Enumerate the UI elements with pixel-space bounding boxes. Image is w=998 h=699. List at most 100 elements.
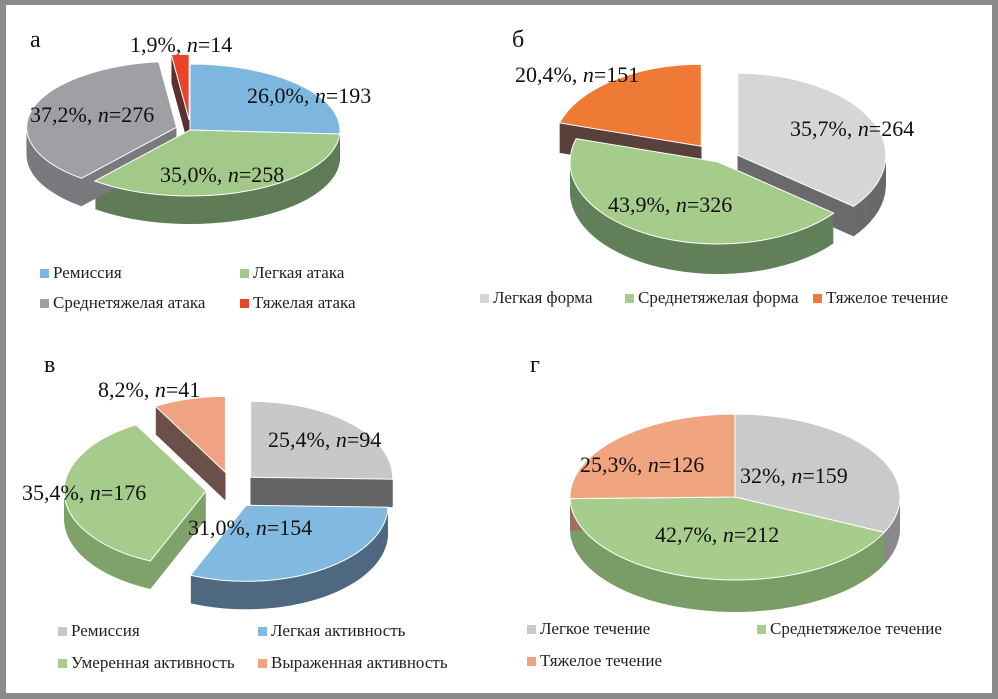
- data-label-n-symbol: n: [187, 32, 198, 57]
- data-label-count: 276: [121, 102, 154, 127]
- pie-1-slice-1: [569, 138, 835, 245]
- data-label-equals: =: [166, 377, 178, 402]
- legend-2-item-2: Умеренная активность: [58, 653, 235, 673]
- legend-0-item-3: Тяжелая атака: [240, 293, 356, 313]
- data-label-separator: ,: [780, 463, 791, 488]
- data-label-count: 326: [699, 192, 732, 217]
- legend-label: Выраженная активность: [271, 653, 448, 672]
- data-label-percent: 31,0%: [188, 515, 245, 540]
- data-label-count: 212: [746, 522, 779, 547]
- pie-0-slice-3: [170, 53, 190, 121]
- pie-1: [558, 63, 887, 274]
- data-label-percent: 35,0%: [160, 162, 217, 187]
- legend-label: Тяжелое течение: [540, 651, 662, 670]
- data-label-separator: ,: [325, 427, 336, 452]
- pie-1-data-label-0: 35,7%, n=264: [790, 116, 914, 141]
- pie-1-data-label-2: 20,4%, n=151: [515, 62, 639, 87]
- data-label-count: 94: [359, 427, 381, 452]
- data-label-separator: ,: [572, 62, 583, 87]
- data-label-equals: =: [101, 480, 113, 505]
- legend-0-item-2: Среднетяжелая атака: [40, 293, 205, 313]
- data-label-percent: 1,9%: [130, 32, 176, 57]
- legend-0-item-0: Ремиссия: [40, 263, 122, 283]
- data-label-count: 193: [338, 83, 371, 108]
- panel-label-b: б: [512, 27, 524, 53]
- legend-label: Умеренная активность: [71, 653, 235, 672]
- data-label-percent: 42,7%: [655, 522, 712, 547]
- data-label-equals: =: [802, 463, 814, 488]
- data-label-equals: =: [734, 522, 746, 547]
- legend-swatch: [757, 624, 766, 634]
- data-label-separator: ,: [304, 83, 315, 108]
- legend-swatch: [813, 293, 822, 303]
- data-label-equals: =: [326, 83, 338, 108]
- data-label-count: 176: [113, 480, 146, 505]
- legend-swatch: [258, 626, 267, 636]
- legend-swatch: [258, 658, 267, 668]
- legend-label: Легкое течение: [540, 619, 651, 638]
- data-label-equals: =: [198, 32, 210, 57]
- legend-1-item-0: Легкая форма: [480, 288, 593, 308]
- legend-1-item-2: Тяжелое течение: [813, 288, 948, 308]
- data-label-separator: ,: [245, 515, 256, 540]
- legend-label: Среднетяжелое течение: [770, 619, 942, 638]
- pie-2-data-label-2: 35,4%, n=176: [22, 480, 146, 505]
- legend-swatch: [480, 293, 489, 303]
- data-label-n-symbol: n: [858, 116, 869, 141]
- data-label-percent: 35,4%: [22, 480, 79, 505]
- pie-1-slice-2: [558, 63, 702, 147]
- pie-0-data-label-2: 37,2%, n=276: [30, 102, 154, 127]
- data-label-equals: =: [594, 62, 606, 87]
- data-label-equals: =: [109, 102, 121, 127]
- legend-swatch: [527, 624, 536, 634]
- data-label-count: 154: [279, 515, 312, 540]
- panel-label-v: в: [44, 352, 55, 378]
- data-label-separator: ,: [712, 522, 723, 547]
- data-label-n-symbol: n: [90, 480, 101, 505]
- legend-label: Ремиссия: [71, 621, 140, 640]
- legend-3-item-1: Среднетяжелое течение: [757, 619, 942, 639]
- legend-label: Ремиссия: [53, 263, 122, 282]
- data-label-count: 264: [881, 116, 914, 141]
- legend-swatch: [40, 298, 49, 308]
- data-label-n-symbol: n: [723, 522, 734, 547]
- legend-label: Легкая активность: [271, 621, 406, 640]
- pie-2-slice-3: [154, 395, 226, 474]
- pie-0-data-label-0: 26,0%, n=193: [247, 83, 371, 108]
- data-label-percent: 43,9%: [608, 192, 665, 217]
- pie-2: [63, 395, 394, 610]
- data-label-equals: =: [239, 162, 251, 187]
- legend-label: Тяжелое течение: [826, 288, 948, 307]
- pie-0-data-label-3: 1,9%, n=14: [130, 32, 232, 57]
- data-label-percent: 8,2%: [98, 377, 144, 402]
- data-label-separator: ,: [79, 480, 90, 505]
- data-label-percent: 37,2%: [30, 102, 87, 127]
- data-label-count: 159: [815, 463, 848, 488]
- data-label-equals: =: [687, 192, 699, 217]
- data-label-n-symbol: n: [583, 62, 594, 87]
- data-label-equals: =: [347, 427, 359, 452]
- pie-0-slice-1: [93, 129, 341, 197]
- pie-3: [569, 413, 901, 612]
- data-label-count: 41: [178, 377, 200, 402]
- data-label-count: 14: [210, 32, 232, 57]
- data-label-separator: ,: [87, 102, 98, 127]
- data-label-separator: ,: [217, 162, 228, 187]
- data-label-separator: ,: [665, 192, 676, 217]
- pie-3-slice-2: [569, 413, 736, 500]
- legend-1-item-1: Среднетяжелая форма: [625, 288, 799, 308]
- pie-0-slice-0: [189, 63, 341, 135]
- data-label-equals: =: [267, 515, 279, 540]
- data-label-n-symbol: n: [228, 162, 239, 187]
- data-label-percent: 32%: [740, 463, 780, 488]
- data-label-n-symbol: n: [791, 463, 802, 488]
- legend-3-item-0: Легкое течение: [527, 619, 650, 639]
- pie-2-data-label-3: 8,2%, n=41: [98, 377, 200, 402]
- legend-swatch: [58, 626, 67, 636]
- pie-3-slice-0: [734, 413, 901, 533]
- data-label-percent: 25,3%: [580, 452, 637, 477]
- data-label-n-symbol: n: [315, 83, 326, 108]
- legend-2-item-0: Ремиссия: [58, 621, 140, 641]
- legend-label: Среднетяжелая атака: [53, 293, 206, 312]
